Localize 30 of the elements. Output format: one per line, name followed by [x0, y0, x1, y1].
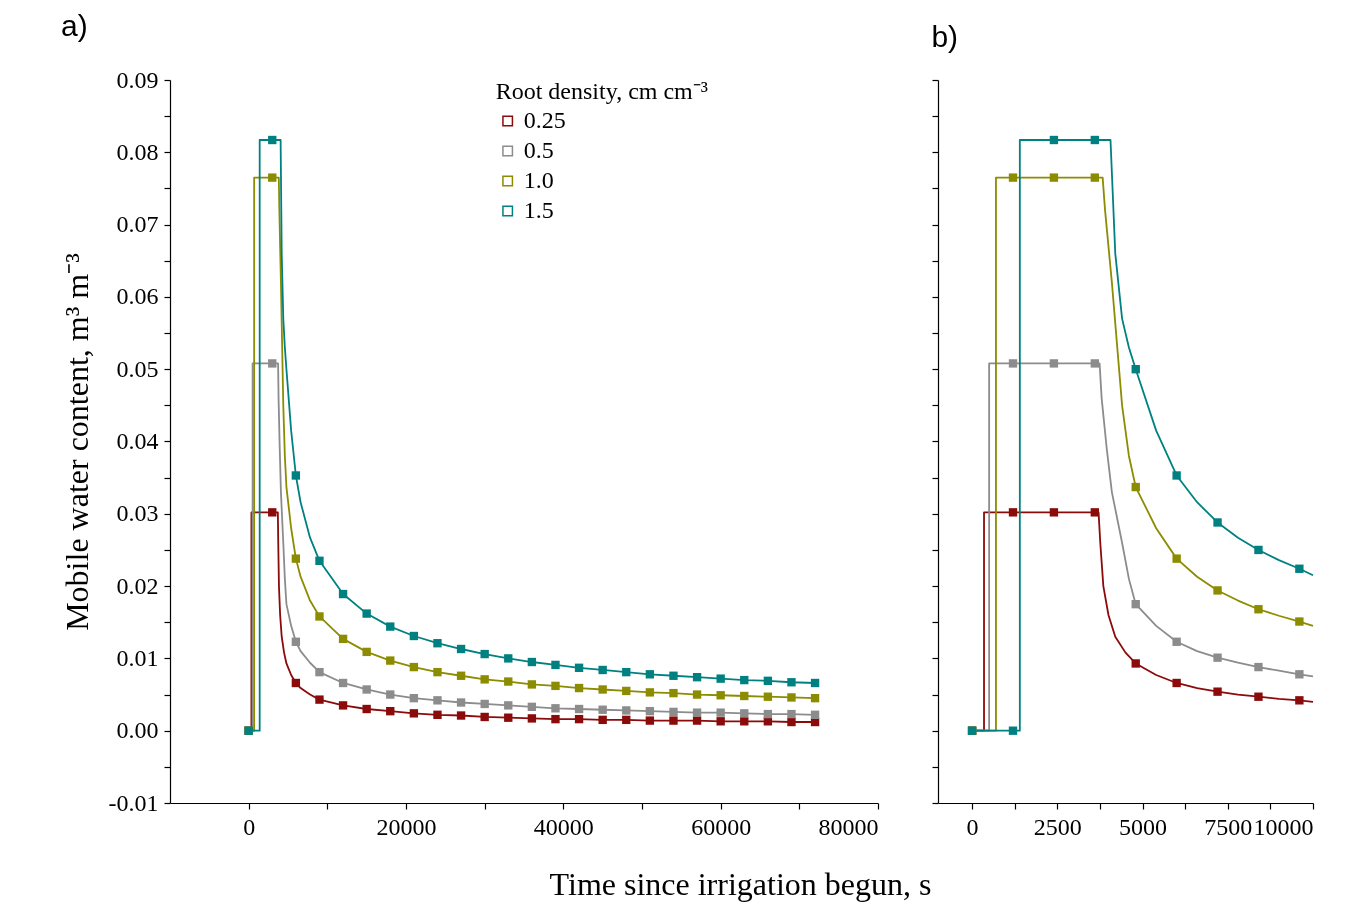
y-tick-label: 0.04	[116, 428, 159, 454]
x-tick-label: 5000	[1119, 813, 1168, 840]
chart-title: a)	[61, 9, 88, 42]
y-tick-label: 0.07	[116, 211, 159, 238]
legend-title: Root density, cm cm⁻³	[495, 78, 708, 104]
chart-title: b)	[931, 20, 959, 54]
legend-label: 1.5	[523, 197, 554, 223]
x-tick-label: 20000	[376, 813, 437, 840]
y-tick-label: 0.06	[116, 283, 159, 310]
y-tick-label: 0.05	[116, 355, 159, 382]
x-tick-label: 0	[966, 813, 979, 840]
y-tick-label: 0.00	[116, 717, 159, 744]
legend-label: 0.25	[523, 107, 566, 133]
x-tick-label: 40000	[533, 813, 594, 840]
x-tick-label: 10000	[1253, 813, 1314, 840]
y-tick-label: 0.09	[116, 66, 159, 93]
x-tick-label: 60000	[691, 813, 752, 840]
y-tick-label: 0.02	[116, 572, 159, 599]
x-axis-title: Time since irrigation begun, s	[549, 865, 932, 902]
y-tick-label: 0.03	[116, 500, 159, 527]
legend-label: 1.0	[523, 167, 554, 193]
y-tick-label: -0.01	[108, 789, 159, 816]
y-tick-label: 0.01	[116, 644, 159, 671]
x-tick-label: 80000	[818, 813, 879, 840]
x-tick-label: 2500	[1033, 813, 1082, 840]
legend-label: 0.5	[523, 137, 554, 163]
y-tick-label: 0.08	[116, 138, 159, 165]
y-axis-title: Mobile water content, m³ m⁻³	[58, 253, 95, 631]
x-tick-label: 7500	[1204, 813, 1253, 840]
x-tick-label: 0	[243, 813, 256, 840]
